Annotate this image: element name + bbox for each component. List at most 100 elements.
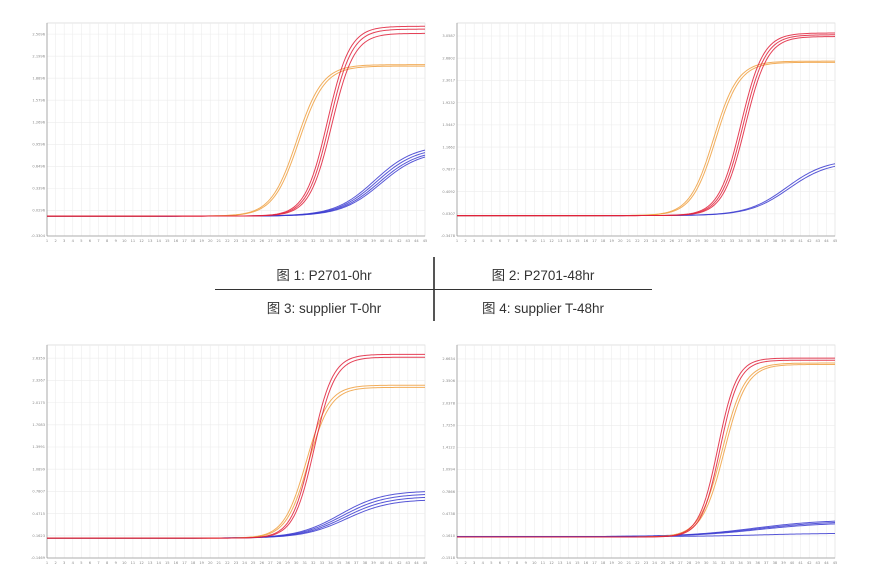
x-tick-label: 11	[541, 239, 546, 243]
x-tick-label: 37	[764, 561, 769, 565]
x-tick-label: 33	[730, 239, 735, 243]
y-tick-label: -0.1518	[441, 556, 456, 560]
y-tick-label: -0.1469	[31, 556, 46, 560]
x-tick-label: 36	[755, 239, 760, 243]
x-tick-label: 1	[456, 239, 458, 243]
x-tick-label: 24	[242, 561, 247, 565]
x-tick-label: 1	[46, 561, 48, 565]
x-tick-label: 28	[277, 239, 282, 243]
x-tick-label: 9	[525, 239, 528, 243]
x-tick-label: 41	[388, 561, 393, 565]
x-tick-label: 6	[89, 561, 92, 565]
x-tick-label: 9	[115, 561, 118, 565]
x-tick-label: 23	[234, 239, 239, 243]
x-tick-label: 39	[781, 561, 786, 565]
caption-2: 图 2: P2701-48hr	[491, 268, 595, 283]
x-tick-label: 43	[816, 239, 821, 243]
x-tick-label: 41	[798, 239, 803, 243]
x-tick-label: 2	[464, 239, 466, 243]
x-tick-label: 27	[268, 239, 273, 243]
x-tick-label: 16	[174, 561, 179, 565]
caption-table: 图 1: P2701-0hr 图 2: P2701-48hr 图 3: supp…	[215, 257, 652, 321]
x-tick-label: 8	[106, 239, 109, 243]
x-tick-label: 7	[97, 239, 99, 243]
x-tick-label: 24	[652, 239, 657, 243]
y-tick-label: 1.0899	[32, 467, 45, 471]
y-tick-label: 0.7807	[32, 490, 45, 494]
x-tick-label: 19	[609, 561, 614, 565]
amplification-curve-red	[47, 356, 425, 539]
y-tick-label: 1.9232	[442, 101, 455, 105]
x-tick-label: 28	[687, 239, 692, 243]
x-tick-label: 37	[764, 239, 769, 243]
x-tick-label: 39	[781, 239, 786, 243]
x-tick-label: 23	[234, 561, 239, 565]
y-tick-label: 0.4738	[442, 512, 455, 516]
x-tick-label: 15	[575, 239, 580, 243]
x-tick-label: 20	[618, 239, 623, 243]
x-tick-label: 36	[755, 561, 760, 565]
y-tick-label: 0.6496	[32, 165, 45, 169]
x-tick-label: 12	[549, 239, 554, 243]
x-tick-label: 45	[423, 239, 428, 243]
y-tick-label: 1.0994	[442, 468, 455, 472]
x-tick-label: 5	[80, 239, 82, 243]
x-tick-label: 29	[695, 561, 700, 565]
x-tick-label: 18	[191, 561, 196, 565]
caption-3: 图 3: supplier T-0hr	[266, 301, 382, 316]
x-tick-label: 18	[601, 561, 606, 565]
x-tick-label: 9	[525, 561, 528, 565]
x-tick-label: 11	[131, 239, 136, 243]
y-tick-label: 2.3017	[442, 79, 455, 83]
y-tick-label: 2.6359	[32, 356, 45, 360]
x-tick-label: 38	[773, 239, 778, 243]
x-tick-label: 28	[687, 561, 692, 565]
y-tick-label: 1.3991	[32, 445, 45, 449]
y-tick-label: 2.6634	[442, 357, 455, 361]
x-tick-label: 42	[397, 239, 402, 243]
amplification-curve-red	[47, 32, 426, 217]
x-tick-label: 21	[217, 561, 222, 565]
x-tick-label: 26	[669, 239, 674, 243]
x-tick-label: 9	[115, 239, 118, 243]
x-tick-label: 23	[644, 239, 649, 243]
y-tick-label: 0.0296	[32, 209, 45, 213]
x-tick-label: 13	[558, 239, 563, 243]
x-tick-label: 43	[406, 239, 411, 243]
x-tick-label: 36	[345, 561, 350, 565]
amplification-curve-red	[457, 36, 836, 217]
x-tick-label: 43	[816, 561, 821, 565]
x-tick-label: 20	[208, 239, 213, 243]
x-tick-label: 22	[225, 239, 230, 243]
y-tick-label: 0.1610	[442, 534, 455, 538]
x-tick-label: 35	[337, 239, 342, 243]
x-tick-label: 12	[139, 561, 144, 565]
x-tick-label: 36	[345, 239, 350, 243]
y-tick-label: 2.3506	[442, 379, 455, 383]
x-tick-label: 26	[259, 239, 264, 243]
x-tick-label: 15	[165, 239, 170, 243]
x-tick-label: 41	[388, 239, 393, 243]
amplification-plot: 1 2 3 4 5 6 7 8 9 10 11 12 13 14 15 16 17 18 19 20 21 22 23 24 2…	[31, 22, 428, 243]
x-tick-label: 25	[251, 239, 256, 243]
x-tick-label: 4	[482, 239, 485, 243]
x-tick-label: 45	[423, 561, 428, 565]
x-tick-label: 12	[139, 239, 144, 243]
x-tick-label: 28	[277, 561, 282, 565]
x-tick-label: 30	[704, 239, 709, 243]
y-tick-label: 1.2696	[32, 120, 45, 124]
x-tick-label: 30	[704, 561, 709, 565]
x-tick-label: 3	[473, 239, 475, 243]
x-tick-label: 22	[225, 561, 230, 565]
x-tick-label: 32	[311, 239, 316, 243]
x-tick-label: 34	[738, 561, 743, 565]
chart-supplier-t-0hr: 1 2 3 4 5 6 7 8 9 10 11 12 13 14 15 16 17 18 19 20 21 22 23 24 2…	[30, 342, 430, 570]
amplification-curve-red	[457, 359, 835, 538]
x-tick-label: 7	[97, 561, 99, 565]
y-tick-label: 0.4092	[442, 190, 455, 194]
amplification-plot: 1 2 3 4 5 6 7 8 9 10 11 12 13 14 15 16 17 18 19 20 21 22 23 24 2…	[31, 344, 428, 565]
x-tick-label: 34	[328, 561, 333, 565]
x-tick-label: 32	[721, 561, 726, 565]
x-tick-label: 23	[644, 561, 649, 565]
x-tick-label: 25	[251, 561, 256, 565]
